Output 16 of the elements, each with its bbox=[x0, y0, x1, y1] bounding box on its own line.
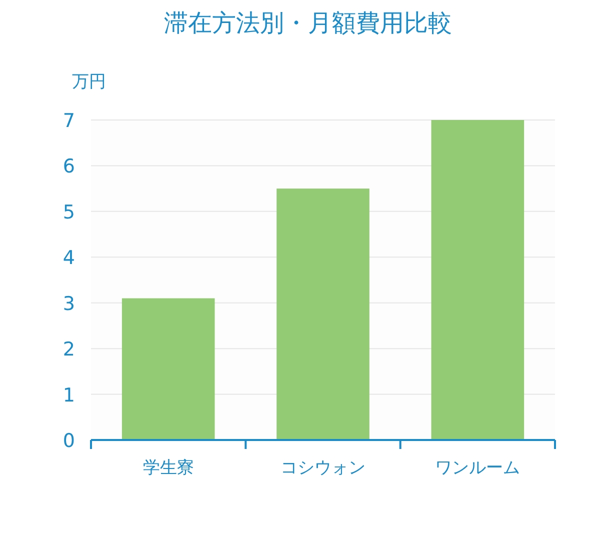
y-tick-label: 2 bbox=[62, 338, 75, 361]
x-tick-label: コシウォン bbox=[280, 458, 366, 478]
chart-title: 滞在方法別・月額費用比較 bbox=[164, 9, 452, 37]
bar bbox=[122, 298, 215, 440]
y-tick-label: 6 bbox=[62, 156, 75, 178]
bar bbox=[431, 120, 524, 440]
y-tick-label: 4 bbox=[62, 247, 75, 270]
y-axis-title: 万円 bbox=[72, 72, 106, 92]
y-tick-label: 3 bbox=[62, 292, 75, 315]
y-tick-label: 7 bbox=[62, 110, 75, 132]
x-tick-label: 学生寮 bbox=[142, 458, 194, 478]
y-tick-label: 1 bbox=[62, 384, 75, 406]
y-tick-label: 0 bbox=[62, 430, 75, 452]
y-tick-label: 5 bbox=[62, 201, 75, 224]
x-tick-label: ワンルーム bbox=[435, 458, 520, 478]
bar bbox=[276, 188, 370, 440]
